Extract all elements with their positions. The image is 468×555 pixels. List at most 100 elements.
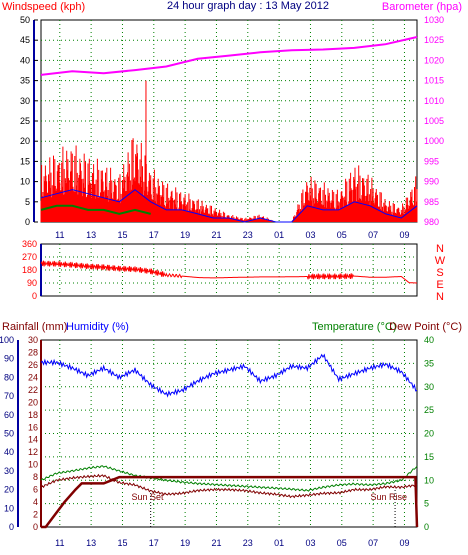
- wind-xtick-label: 19: [180, 230, 190, 240]
- wind-ytick-label: 10: [20, 177, 30, 187]
- direction-ytick-label: 360: [22, 239, 37, 249]
- wind-ytick-label: 45: [20, 35, 30, 45]
- wind-ytick-label: 25: [20, 116, 30, 126]
- compass-label: S: [436, 267, 443, 279]
- barometer-label: Barometer (hpa): [382, 1, 462, 13]
- rain-ytick-label: 14: [28, 435, 38, 445]
- humidity-ytick-label: 50: [4, 429, 14, 439]
- baro-ytick-label: 1030: [424, 15, 444, 25]
- dewpoint-label: Dew Point (°C): [389, 321, 462, 333]
- wind-xtick-label: 11: [55, 230, 64, 240]
- rain-ytick-label: 16: [28, 422, 38, 432]
- temperature-series: [40, 465, 418, 492]
- wind-average-series: [40, 189, 418, 223]
- baro-ytick-label: 1000: [424, 136, 444, 146]
- temp-xtick-label: 21: [211, 538, 221, 548]
- temp-ytick-label: 25: [424, 405, 434, 415]
- temp-xtick-label: 09: [399, 538, 409, 548]
- temp-ytick-label: 10: [424, 475, 434, 485]
- direction-ytick-label: 0: [32, 291, 37, 301]
- dewpoint-series: [40, 473, 418, 499]
- wind-xtick-label: 15: [117, 230, 127, 240]
- rain-ytick-label: 0: [33, 522, 38, 532]
- wind-xtick-label: 21: [211, 230, 221, 240]
- temp-ytick-label: 5: [424, 499, 429, 509]
- humidity-ytick-label: 10: [4, 503, 14, 513]
- baro-ytick-label: 1025: [424, 35, 444, 45]
- rain-ytick-label: 2: [33, 510, 38, 520]
- humidity-ytick-label: 100: [0, 335, 14, 345]
- compass-label: N: [436, 291, 444, 303]
- direction-series: [40, 260, 417, 284]
- baro-ytick-label: 990: [424, 177, 439, 187]
- humidity-ytick-label: 20: [4, 485, 14, 495]
- rain-ytick-label: 24: [28, 372, 38, 382]
- temp-xtick-label: 13: [86, 538, 96, 548]
- temp-ytick-label: 0: [424, 522, 429, 532]
- rain-ytick-label: 22: [28, 385, 38, 395]
- wind-ytick-label: 0: [25, 217, 30, 227]
- wind-ytick-label: 15: [20, 156, 30, 166]
- temp-xtick-label: 17: [149, 538, 159, 548]
- wind-xtick-label: 23: [243, 230, 253, 240]
- rain-ytick-label: 6: [33, 485, 38, 495]
- temp-xtick-label: 03: [305, 538, 315, 548]
- rain-ytick-label: 12: [28, 447, 38, 457]
- direction-ytick-label: 180: [22, 265, 37, 275]
- temp-ytick-label: 35: [424, 358, 434, 368]
- wind-xtick-label: 09: [399, 230, 409, 240]
- baro-ytick-label: 1005: [424, 116, 444, 126]
- sunrise-label: Sun Rise: [371, 492, 408, 502]
- sunset-label: Sun Set: [132, 492, 165, 502]
- compass-label: N: [436, 243, 444, 255]
- rain-ytick-label: 28: [28, 347, 38, 357]
- rainfall-series: [41, 475, 419, 529]
- rain-ytick-label: 26: [28, 360, 38, 370]
- rain-ytick-label: 10: [28, 460, 38, 470]
- humidity-ytick-label: 40: [4, 447, 14, 457]
- wind-ytick-label: 35: [20, 76, 30, 86]
- wind-ytick-label: 20: [20, 136, 30, 146]
- wind-xtick-label: 05: [337, 230, 347, 240]
- baro-ytick-label: 995: [424, 156, 439, 166]
- rain-ytick-label: 4: [33, 497, 38, 507]
- humidity-ytick-label: 80: [4, 372, 14, 382]
- baro-ytick-label: 985: [424, 197, 439, 207]
- temp-ytick-label: 30: [424, 382, 434, 392]
- humidity-ytick-label: 30: [4, 466, 14, 476]
- humidity-series: [40, 353, 418, 398]
- temp-xtick-label: 01: [274, 538, 284, 548]
- temp-xtick-label: 07: [368, 538, 378, 548]
- compass-label: W: [435, 255, 446, 267]
- compass-label: E: [436, 279, 443, 291]
- wind-xtick-label: 07: [368, 230, 378, 240]
- barometer-series: [40, 36, 418, 76]
- direction-ytick-label: 90: [27, 278, 37, 288]
- temp-ytick-label: 20: [424, 429, 434, 439]
- wind-ytick-label: 30: [20, 96, 30, 106]
- humidity-ytick-label: 0: [9, 522, 14, 532]
- wind-xtick-label: 17: [149, 230, 159, 240]
- temp-xtick-label: 19: [180, 538, 190, 548]
- chart-title: 24 hour graph day : 13 May 2012: [167, 0, 329, 12]
- humidity-label: Humidity (%): [66, 321, 129, 333]
- wind-ytick-label: 5: [25, 197, 30, 207]
- wind-green-series: [40, 204, 151, 215]
- rainfall-label: Rainfall (mm): [2, 321, 67, 333]
- humidity-ytick-label: 70: [4, 391, 14, 401]
- temp-xtick-label: 11: [55, 538, 64, 548]
- wind-ytick-label: 50: [20, 15, 30, 25]
- baro-ytick-label: 1020: [424, 55, 444, 65]
- humidity-ytick-label: 60: [4, 410, 14, 420]
- wind-xtick-label: 13: [86, 230, 96, 240]
- baro-ytick-label: 980: [424, 217, 439, 227]
- temp-xtick-label: 15: [117, 538, 127, 548]
- temp-ytick-label: 15: [424, 452, 434, 462]
- baro-ytick-label: 1010: [424, 96, 444, 106]
- wind-xtick-label: 01: [274, 230, 284, 240]
- rain-ytick-label: 30: [28, 335, 38, 345]
- humidity-ytick-label: 90: [4, 354, 14, 364]
- windspeed-label: Windspeed (kph): [2, 1, 85, 13]
- temp-ytick-label: 40: [424, 335, 434, 345]
- temp-xtick-label: 23: [243, 538, 253, 548]
